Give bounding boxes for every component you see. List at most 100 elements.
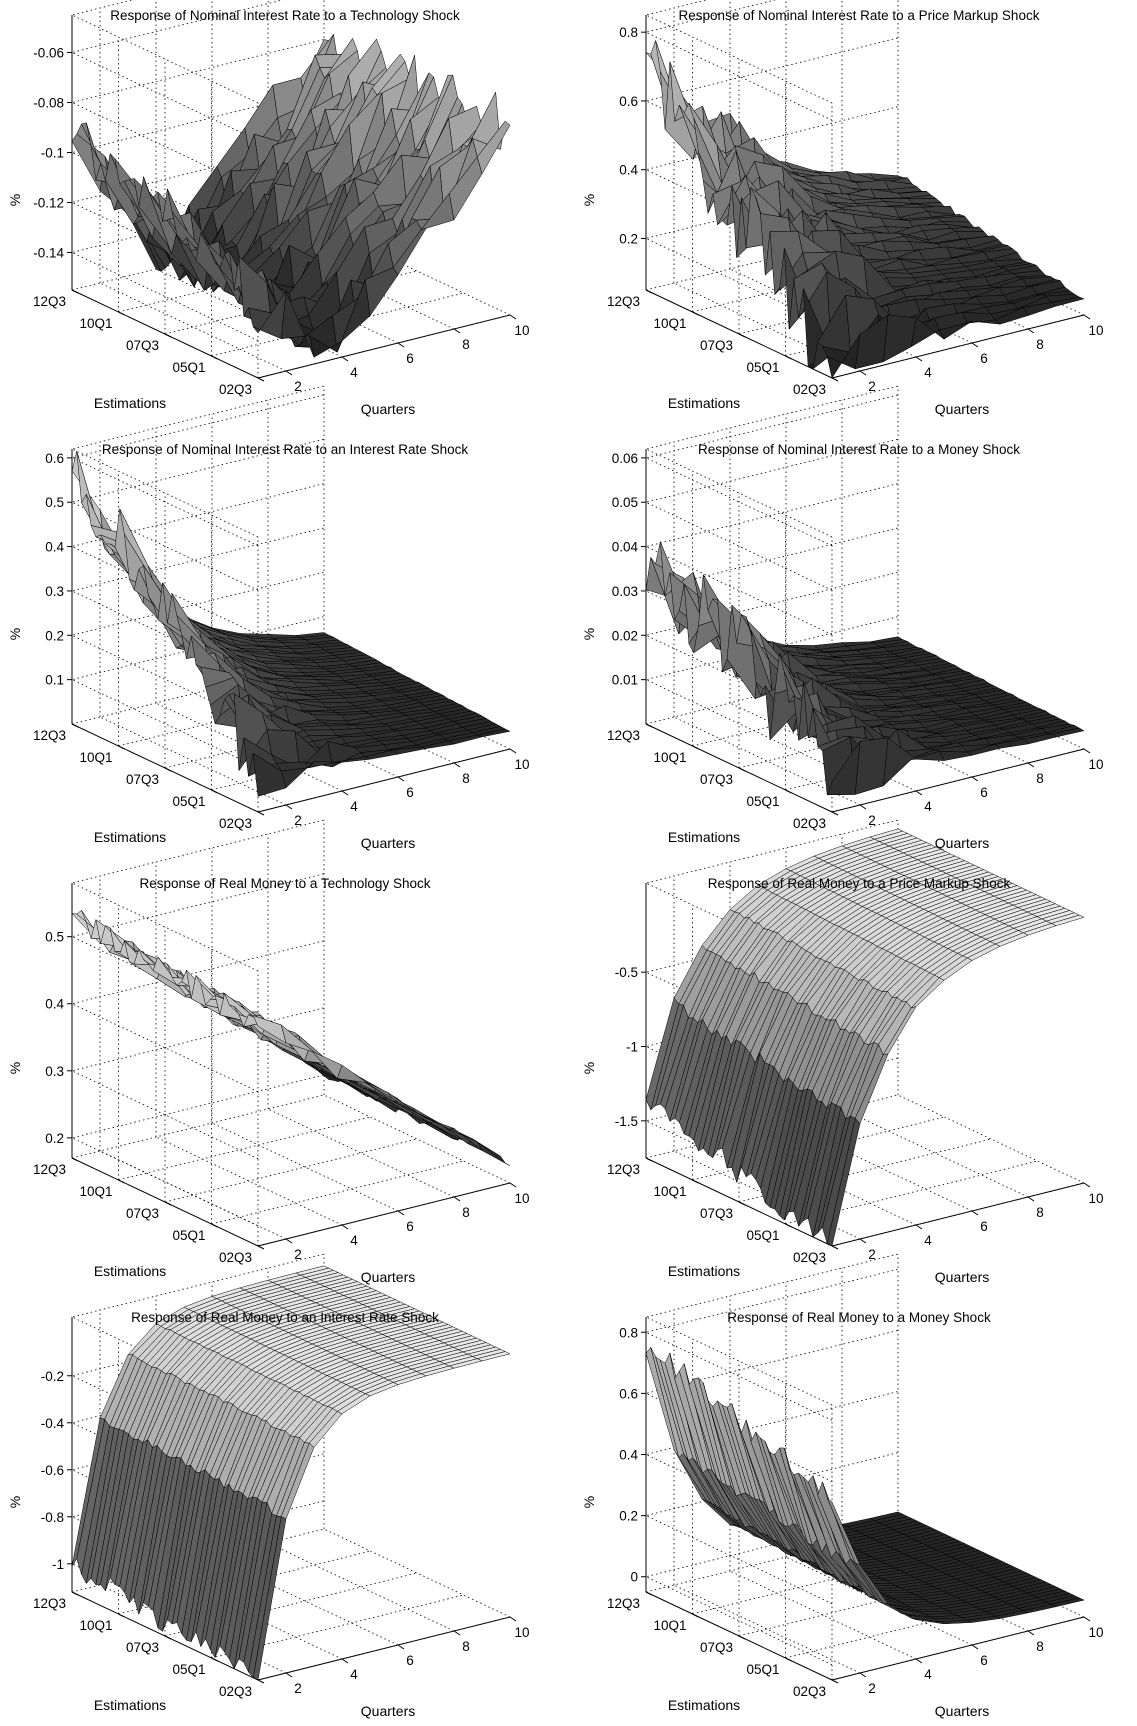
z-tick-label: -0.4: [41, 1416, 65, 1431]
z-axis-label: %: [581, 1062, 597, 1074]
floor-gridline: [692, 1116, 945, 1181]
quarter-tick-label: 4: [924, 1667, 932, 1682]
quarter-tick: [915, 790, 923, 796]
estimation-tick: [738, 1201, 746, 1206]
quarters-axis: [257, 748, 511, 813]
estimation-tick: [785, 789, 792, 794]
quarter-tick: [341, 356, 349, 362]
quarter-tick-label: 6: [406, 785, 414, 800]
wall-gridline: [70, 1007, 325, 1160]
estimation-tick: [831, 1245, 839, 1250]
estimation-tick-label: 07Q3: [700, 772, 733, 787]
estimation-tick: [738, 1635, 746, 1640]
wall-top: [644, 0, 833, 104]
estimation-tick-label: 10Q1: [79, 316, 112, 331]
wall-gridline: [70, 1074, 325, 1227]
surface-patch: [938, 751, 973, 761]
floor-gridline: [673, 1150, 861, 1240]
estimation-tick: [71, 1157, 79, 1162]
floor-gridline: [99, 716, 287, 806]
estimation-tick-label: 02Q3: [219, 382, 252, 397]
z-tick-label: -0.06: [33, 46, 64, 61]
surface-patch: [252, 1015, 287, 1044]
z-tick-label: 0.6: [619, 1386, 638, 1401]
estimation-tick-label: 02Q3: [219, 816, 252, 831]
estimation-tick: [257, 811, 265, 816]
estimation-tick-label: 05Q1: [172, 1662, 205, 1677]
quarter-tick: [971, 1210, 979, 1216]
quarter-tick-label: 10: [514, 757, 529, 772]
estimation-tick: [257, 377, 265, 382]
quarter-tick-label: 10: [1088, 323, 1103, 338]
estimation-tick-label: 07Q3: [126, 1206, 159, 1221]
quarter-tick-label: 6: [406, 351, 414, 366]
surface-patch: [826, 333, 861, 379]
quarters-axis: [831, 748, 1085, 813]
quarter-tick-label: 4: [350, 1667, 358, 1682]
estimation-tick-label: 05Q1: [746, 1662, 779, 1677]
estimation-tick: [164, 1635, 172, 1640]
estimations-axis-label: Estimations: [94, 395, 166, 411]
quarter-tick: [1083, 1182, 1091, 1188]
quarter-tick: [285, 1672, 293, 1678]
surface-patch: [880, 240, 915, 252]
wall-gridline: [70, 394, 325, 547]
estimation-tick-label: 10Q1: [79, 750, 112, 765]
chart-title: Response of Nominal Interest Rate to a M…: [698, 442, 1020, 457]
z-tick-label: -0.8: [41, 1510, 64, 1525]
wall-top: [644, 385, 899, 538]
surface: [71, 1265, 511, 1681]
estimation-tick-label: 10Q1: [653, 750, 686, 765]
quarter-tick-label: 8: [1036, 337, 1044, 352]
z-axis-label: %: [7, 194, 23, 206]
wall-gridline: [644, 1268, 899, 1421]
quarter-tick-label: 2: [868, 1681, 876, 1696]
z-tick-label: -0.2: [41, 1369, 64, 1384]
quarters-axis-label: Quarters: [935, 401, 989, 417]
quarter-tick: [915, 356, 923, 362]
chart-panel-5: 2 4 6 8 10 02Q3 05Q1 07Q3 10Q1 12Q3 0.2 0.3 0.4 0.5 Qu…: [7, 819, 530, 1285]
z-tick-label: -0.5: [615, 965, 638, 980]
estimation-tick: [71, 723, 79, 728]
z-tick-label: 0.03: [612, 584, 638, 599]
z-tick-label: 0.4: [45, 540, 64, 555]
estimation-tick: [118, 745, 125, 750]
quarter-tick-label: 6: [980, 785, 988, 800]
estimation-tick-label: 10Q1: [653, 1184, 686, 1199]
floor-gridline: [729, 1570, 917, 1660]
z-tick-label: -1: [52, 1557, 64, 1572]
chart-title: Response of Real Money to a Price Markup…: [708, 876, 1011, 891]
surface-patch: [851, 663, 886, 669]
wall-gridline: [644, 483, 899, 635]
quarters-axis: [831, 1616, 1085, 1681]
quarter-tick: [915, 1224, 923, 1230]
quarter-tick: [1083, 748, 1091, 754]
estimation-tick: [692, 1179, 699, 1184]
floor-gridline: [673, 282, 861, 372]
quarter-tick-label: 8: [1036, 771, 1044, 786]
estimation-tick-label: 02Q3: [219, 1250, 252, 1265]
quarters-axis-label: Quarters: [935, 1703, 989, 1719]
quarter-tick: [397, 776, 405, 782]
quarter-tick-label: 6: [980, 351, 988, 366]
z-tick-label: 0.2: [45, 1131, 64, 1146]
z-tick-label: 0.05: [612, 495, 638, 510]
estimation-tick: [785, 1657, 792, 1662]
wall-top: [70, 819, 325, 972]
quarter-tick: [509, 748, 517, 754]
chart-panel-8: 2 4 6 8 10 02Q3 05Q1 07Q3 10Q1 12Q3 0 0.2 0.4 0.6 0.8 Q…: [581, 1253, 1104, 1719]
quarter-tick-label: 8: [1036, 1639, 1044, 1654]
estimation-tick: [645, 723, 653, 728]
z-tick-label: -1.5: [615, 1114, 638, 1129]
floor-gridline: [155, 702, 343, 792]
estimation-tick-label: 10Q1: [79, 1184, 112, 1199]
wall-gridline: [70, 0, 284, 141]
estimation-tick: [71, 289, 79, 294]
surface: [645, 1346, 1085, 1625]
estimations-axis-label: Estimations: [668, 395, 740, 411]
quarter-tick-label: 10: [514, 1191, 529, 1206]
wall-top: [70, 385, 325, 538]
estimation-tick: [738, 767, 746, 772]
estimation-tick-label: 12Q3: [33, 294, 66, 309]
quarter-tick: [971, 776, 979, 782]
